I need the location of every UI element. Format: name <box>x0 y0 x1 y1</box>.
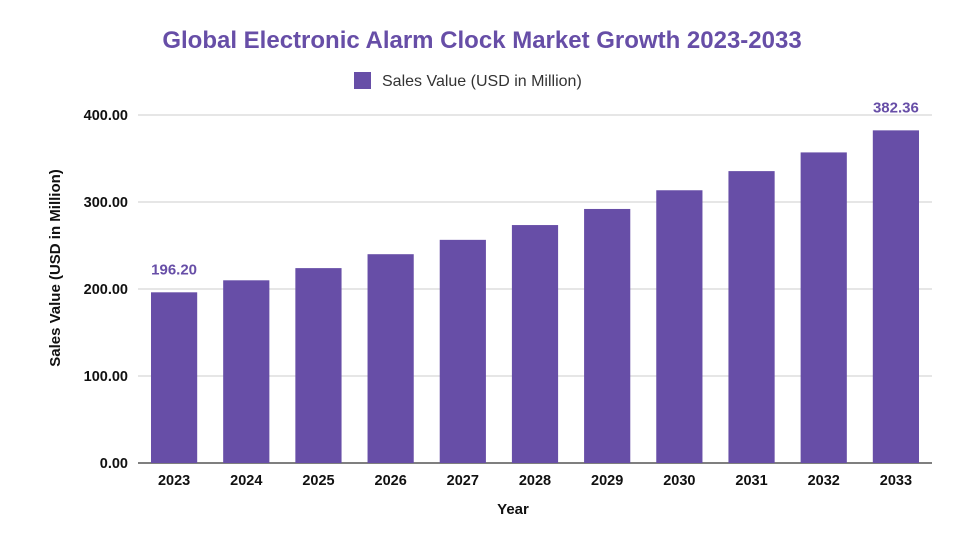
x-tick-label: 2024 <box>230 473 262 489</box>
y-axis-title: Sales Value (USD in Million) <box>47 169 64 367</box>
bar-2031 <box>728 171 775 464</box>
bar-2023 <box>150 292 198 463</box>
bar-2029 <box>584 208 631 463</box>
legend-label: Sales Value (USD in Million) <box>382 73 582 90</box>
y-tick-label: 300.00 <box>84 195 128 211</box>
x-tick-label: 2029 <box>591 473 623 489</box>
x-axis-title: Year <box>497 501 529 518</box>
data-label: 196.20 <box>151 261 197 278</box>
chart-title: Global Electronic Alarm Clock Market Gro… <box>162 27 801 54</box>
bar-2028 <box>511 225 559 463</box>
y-tick-label: 200.00 <box>84 282 128 298</box>
y-tick-label: 400.00 <box>84 108 128 124</box>
x-tick-label: 2028 <box>519 473 551 489</box>
bar-2025 <box>295 268 342 463</box>
bar-2033 <box>872 130 920 463</box>
x-tick-label: 2023 <box>158 473 190 489</box>
bar-2032 <box>800 152 847 463</box>
y-tick-label: 100.00 <box>84 369 128 385</box>
x-tick-label: 2027 <box>447 473 479 489</box>
data-labels: 196.20 382.36 <box>151 99 919 278</box>
x-axis-ticks: 2023 2024 2025 2026 2027 2028 2029 2030 2031 2032… <box>158 473 912 489</box>
bar-2026 <box>367 254 414 463</box>
x-tick-label: 2032 <box>808 473 840 489</box>
y-axis-ticks: 0.00 100.00 200.00 300.00 400.00 <box>84 108 128 472</box>
y-tick-label: 0.00 <box>100 456 128 472</box>
legend-swatch <box>354 72 371 89</box>
x-tick-label: 2030 <box>663 473 695 489</box>
x-tick-label: 2025 <box>302 473 334 489</box>
legend: Sales Value (USD in Million) <box>354 72 582 90</box>
data-label: 382.36 <box>873 99 919 116</box>
bar-2027 <box>439 239 486 463</box>
x-tick-label: 2033 <box>880 473 912 489</box>
bars <box>150 130 920 464</box>
bar-2030 <box>656 190 703 463</box>
bar-2024 <box>223 280 270 463</box>
x-tick-label: 2026 <box>375 473 407 489</box>
x-tick-label: 2031 <box>735 473 767 489</box>
